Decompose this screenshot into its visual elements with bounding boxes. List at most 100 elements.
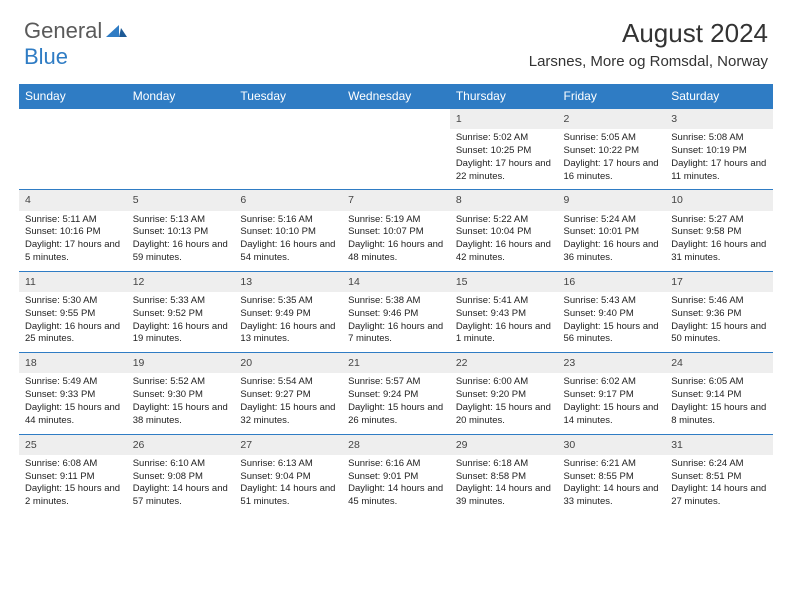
day-header: Friday	[558, 84, 666, 109]
day-number-cell: 27	[234, 434, 342, 455]
day-number-cell: 4	[19, 190, 127, 211]
day-number-cell: 15	[450, 271, 558, 292]
calendar-body: 123Sunrise: 5:02 AMSunset: 10:25 PMDayli…	[19, 109, 773, 516]
day-number-cell: 25	[19, 434, 127, 455]
day-number-cell: 9	[558, 190, 666, 211]
day-info-cell: Sunrise: 6:21 AMSunset: 8:55 PMDaylight:…	[558, 455, 666, 515]
day-info-cell: Sunrise: 5:54 AMSunset: 9:27 PMDaylight:…	[234, 373, 342, 434]
day-info-cell: Sunrise: 6:00 AMSunset: 9:20 PMDaylight:…	[450, 373, 558, 434]
day-number-cell: 3	[665, 109, 773, 130]
day-info-cell: Sunrise: 6:16 AMSunset: 9:01 PMDaylight:…	[342, 455, 450, 515]
location-text: Larsnes, More og Romsdal, Norway	[529, 53, 768, 70]
day-number-cell: 13	[234, 271, 342, 292]
day-number-row: 18192021222324	[19, 353, 773, 374]
day-number-cell: 21	[342, 353, 450, 374]
day-number-cell: 14	[342, 271, 450, 292]
day-info-cell: Sunrise: 6:02 AMSunset: 9:17 PMDaylight:…	[558, 373, 666, 434]
day-header-row: SundayMondayTuesdayWednesdayThursdayFrid…	[19, 84, 773, 109]
day-number-row: 45678910	[19, 190, 773, 211]
day-number-row: 11121314151617	[19, 271, 773, 292]
day-info-cell: Sunrise: 5:16 AMSunset: 10:10 PMDaylight…	[234, 211, 342, 272]
day-info-cell: Sunrise: 5:41 AMSunset: 9:43 PMDaylight:…	[450, 292, 558, 353]
day-info-cell: Sunrise: 6:10 AMSunset: 9:08 PMDaylight:…	[127, 455, 235, 515]
day-number-cell: 10	[665, 190, 773, 211]
day-info-cell: Sunrise: 6:24 AMSunset: 8:51 PMDaylight:…	[665, 455, 773, 515]
day-info-cell: Sunrise: 5:13 AMSunset: 10:13 PMDaylight…	[127, 211, 235, 272]
day-number-cell: 5	[127, 190, 235, 211]
day-info-row: Sunrise: 5:11 AMSunset: 10:16 PMDaylight…	[19, 211, 773, 272]
day-header: Monday	[127, 84, 235, 109]
day-info-cell: Sunrise: 5:43 AMSunset: 9:40 PMDaylight:…	[558, 292, 666, 353]
day-number-cell: 30	[558, 434, 666, 455]
day-number-cell: 24	[665, 353, 773, 374]
day-info-cell: Sunrise: 5:05 AMSunset: 10:22 PMDaylight…	[558, 129, 666, 190]
logo-word-2: Blue	[24, 44, 68, 70]
calendar-table: SundayMondayTuesdayWednesdayThursdayFrid…	[19, 84, 773, 515]
day-info-cell: Sunrise: 5:08 AMSunset: 10:19 PMDaylight…	[665, 129, 773, 190]
day-number-cell	[19, 109, 127, 130]
day-number-row: 123	[19, 109, 773, 130]
day-number-cell: 29	[450, 434, 558, 455]
day-header: Wednesday	[342, 84, 450, 109]
calendar-head: SundayMondayTuesdayWednesdayThursdayFrid…	[19, 84, 773, 109]
day-info-cell: Sunrise: 5:02 AMSunset: 10:25 PMDaylight…	[450, 129, 558, 190]
day-info-cell	[342, 129, 450, 190]
logo: General	[24, 18, 128, 44]
day-number-cell: 19	[127, 353, 235, 374]
day-info-row: Sunrise: 6:08 AMSunset: 9:11 PMDaylight:…	[19, 455, 773, 515]
day-number-cell: 8	[450, 190, 558, 211]
day-number-cell: 11	[19, 271, 127, 292]
day-number-cell: 28	[342, 434, 450, 455]
day-info-cell: Sunrise: 5:52 AMSunset: 9:30 PMDaylight:…	[127, 373, 235, 434]
day-number-cell: 7	[342, 190, 450, 211]
day-number-cell: 20	[234, 353, 342, 374]
day-info-cell	[234, 129, 342, 190]
day-info-row: Sunrise: 5:02 AMSunset: 10:25 PMDaylight…	[19, 129, 773, 190]
logo-mark-icon	[102, 18, 128, 44]
month-title: August 2024	[529, 18, 768, 49]
logo-line2: Blue	[24, 44, 68, 70]
day-number-cell: 16	[558, 271, 666, 292]
day-info-cell: Sunrise: 5:46 AMSunset: 9:36 PMDaylight:…	[665, 292, 773, 353]
day-header: Saturday	[665, 84, 773, 109]
day-number-row: 25262728293031	[19, 434, 773, 455]
day-number-cell: 23	[558, 353, 666, 374]
day-info-cell: Sunrise: 5:11 AMSunset: 10:16 PMDaylight…	[19, 211, 127, 272]
day-info-row: Sunrise: 5:30 AMSunset: 9:55 PMDaylight:…	[19, 292, 773, 353]
day-header: Thursday	[450, 84, 558, 109]
day-number-cell: 12	[127, 271, 235, 292]
day-info-cell	[19, 129, 127, 190]
day-info-cell: Sunrise: 5:38 AMSunset: 9:46 PMDaylight:…	[342, 292, 450, 353]
day-header: Sunday	[19, 84, 127, 109]
day-info-row: Sunrise: 5:49 AMSunset: 9:33 PMDaylight:…	[19, 373, 773, 434]
logo-word-1: General	[24, 18, 102, 44]
day-number-cell	[127, 109, 235, 130]
day-info-cell: Sunrise: 6:13 AMSunset: 9:04 PMDaylight:…	[234, 455, 342, 515]
day-number-cell: 17	[665, 271, 773, 292]
day-number-cell: 1	[450, 109, 558, 130]
day-number-cell	[342, 109, 450, 130]
day-info-cell: Sunrise: 5:49 AMSunset: 9:33 PMDaylight:…	[19, 373, 127, 434]
day-number-cell: 18	[19, 353, 127, 374]
day-info-cell: Sunrise: 6:18 AMSunset: 8:58 PMDaylight:…	[450, 455, 558, 515]
day-number-cell: 26	[127, 434, 235, 455]
day-info-cell: Sunrise: 6:05 AMSunset: 9:14 PMDaylight:…	[665, 373, 773, 434]
day-info-cell: Sunrise: 5:27 AMSunset: 9:58 PMDaylight:…	[665, 211, 773, 272]
day-info-cell: Sunrise: 5:22 AMSunset: 10:04 PMDaylight…	[450, 211, 558, 272]
day-info-cell	[127, 129, 235, 190]
day-number-cell: 2	[558, 109, 666, 130]
day-info-cell: Sunrise: 5:30 AMSunset: 9:55 PMDaylight:…	[19, 292, 127, 353]
day-number-cell	[234, 109, 342, 130]
page-header: General August 2024 Larsnes, More og Rom…	[0, 0, 792, 76]
day-number-cell: 31	[665, 434, 773, 455]
day-info-cell: Sunrise: 5:57 AMSunset: 9:24 PMDaylight:…	[342, 373, 450, 434]
day-info-cell: Sunrise: 5:33 AMSunset: 9:52 PMDaylight:…	[127, 292, 235, 353]
title-block: August 2024 Larsnes, More og Romsdal, No…	[529, 18, 768, 70]
day-number-cell: 6	[234, 190, 342, 211]
day-header: Tuesday	[234, 84, 342, 109]
day-info-cell: Sunrise: 6:08 AMSunset: 9:11 PMDaylight:…	[19, 455, 127, 515]
day-number-cell: 22	[450, 353, 558, 374]
day-info-cell: Sunrise: 5:19 AMSunset: 10:07 PMDaylight…	[342, 211, 450, 272]
day-info-cell: Sunrise: 5:24 AMSunset: 10:01 PMDaylight…	[558, 211, 666, 272]
day-info-cell: Sunrise: 5:35 AMSunset: 9:49 PMDaylight:…	[234, 292, 342, 353]
